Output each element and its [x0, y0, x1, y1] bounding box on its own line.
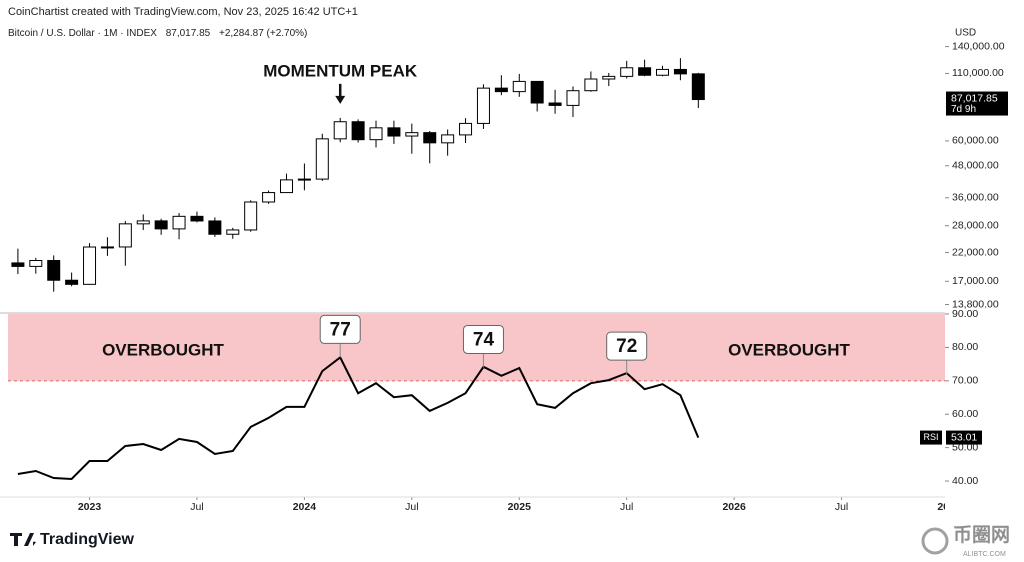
peak-box — [606, 331, 648, 361]
credit: CoinChartist created with TradingView.co… — [8, 6, 358, 18]
candle-body — [405, 132, 419, 137]
last-price-label: 87,017.85 — [951, 92, 998, 104]
candle-body — [494, 87, 508, 93]
peak-label: 72 — [616, 336, 637, 357]
y-tick-label: 48,000.00 — [952, 160, 999, 172]
rsi-name-box — [920, 430, 942, 445]
candle-body — [118, 223, 132, 248]
last-price-box — [946, 91, 1008, 116]
candle-body — [638, 67, 652, 76]
rsi-last-box — [946, 430, 982, 445]
x-tick-label: Jul — [620, 501, 633, 513]
candle-body — [620, 67, 634, 77]
candle-body — [476, 87, 490, 124]
x-tick-label: 2024 — [293, 501, 317, 513]
candle-body — [172, 215, 186, 230]
candle-body — [441, 134, 455, 144]
header-price: 87,017.85 — [166, 28, 211, 39]
candle-body — [602, 75, 616, 80]
y-tick-label: 28,000.00 — [952, 220, 999, 232]
candle-body — [530, 80, 544, 104]
y-tick-label: 70.00 — [952, 375, 978, 387]
candle-body — [83, 246, 97, 285]
symbol-line: Bitcoin / U.S. Dollar · 1M · INDEX 87,01… — [8, 28, 307, 39]
symbol: Bitcoin / U.S. Dollar · 1M · INDEX — [8, 28, 157, 39]
y-tick-label: 110,000.00 — [952, 67, 1004, 79]
y-tick-label: 90.00 — [952, 308, 978, 320]
rsi-last-value: 53.01 — [951, 431, 977, 443]
candle-body — [459, 122, 473, 136]
x-tick-label: Jul — [405, 501, 418, 513]
y-tick-label: 80.00 — [952, 341, 978, 353]
peak-box — [462, 324, 504, 354]
zone-label: OVERBOUGHT — [728, 340, 850, 359]
candle-body — [656, 68, 670, 76]
candle-body — [369, 127, 383, 141]
candle-body — [11, 262, 25, 267]
currency: USD — [955, 28, 976, 39]
y-tick-label: 22,000.00 — [952, 246, 999, 258]
candle-body — [136, 220, 150, 225]
zone-label: OVERBOUGHT — [102, 340, 224, 359]
candle-body — [566, 90, 580, 106]
x-tick-label: Jul — [190, 501, 203, 513]
candle-body — [262, 192, 276, 203]
candle-body — [154, 220, 168, 230]
candle-body — [548, 102, 562, 106]
plot-area: MOMENTUM PEAK OVERBOUGHT OVERBOUGHT 77 74 72 2… — [0, 58, 1024, 513]
watermark-url: ALIBTC.COM — [963, 551, 1006, 558]
candle-body — [297, 178, 311, 181]
y-tick-label: 36,000.00 — [952, 192, 999, 204]
candle-body — [47, 259, 61, 281]
y-tick-label: 60,000.00 — [952, 135, 999, 147]
candle-body — [584, 78, 598, 92]
y-tick-label: 13,800.00 — [952, 298, 999, 310]
y-tick-label: 140,000.00 — [952, 40, 1005, 52]
rsi-name: RSI — [923, 432, 938, 442]
rsi-line — [17, 355, 700, 481]
y-tick-label: 60.00 — [952, 408, 978, 420]
x-tick-label: Jul — [835, 501, 848, 513]
y-tick-label: 40.00 — [952, 475, 978, 487]
peak-label: 77 — [330, 319, 351, 340]
brand: TradingView — [40, 531, 135, 548]
candle-body — [65, 279, 79, 285]
candle-body — [279, 179, 293, 194]
candle-body — [351, 121, 365, 141]
candle-body — [387, 127, 401, 137]
y-tick-label: 17,000.00 — [952, 275, 999, 287]
annotation-arrowhead — [335, 95, 346, 104]
candle-body — [512, 80, 526, 93]
brand-logo: TradingView — [10, 531, 135, 548]
candle-body — [226, 229, 240, 235]
candle-body — [208, 220, 222, 235]
candle-body — [691, 73, 705, 101]
countdown: 7d 9h — [951, 104, 976, 115]
annotation: MOMENTUM PEAK — [263, 61, 418, 80]
candle-body — [673, 68, 687, 75]
candle-body — [423, 132, 437, 144]
header-change: +2,284.87 (+2.70%) — [219, 28, 307, 39]
candle-body — [29, 259, 43, 267]
candle-body — [315, 138, 329, 180]
candle-body — [190, 215, 204, 222]
watermark: 币圈网 ALIBTC.COM — [921, 524, 1010, 558]
x-tick-label: 2026 — [722, 501, 746, 513]
candle-body — [333, 121, 347, 140]
peak-label: 74 — [473, 329, 495, 350]
candle-body — [100, 246, 114, 249]
x-tick-label: 2025 — [508, 501, 532, 513]
peak-box — [319, 314, 361, 344]
x-tick-label: 2023 — [78, 501, 102, 513]
watermark-text: 币圈网 — [953, 524, 1010, 546]
candle-body — [244, 201, 258, 231]
